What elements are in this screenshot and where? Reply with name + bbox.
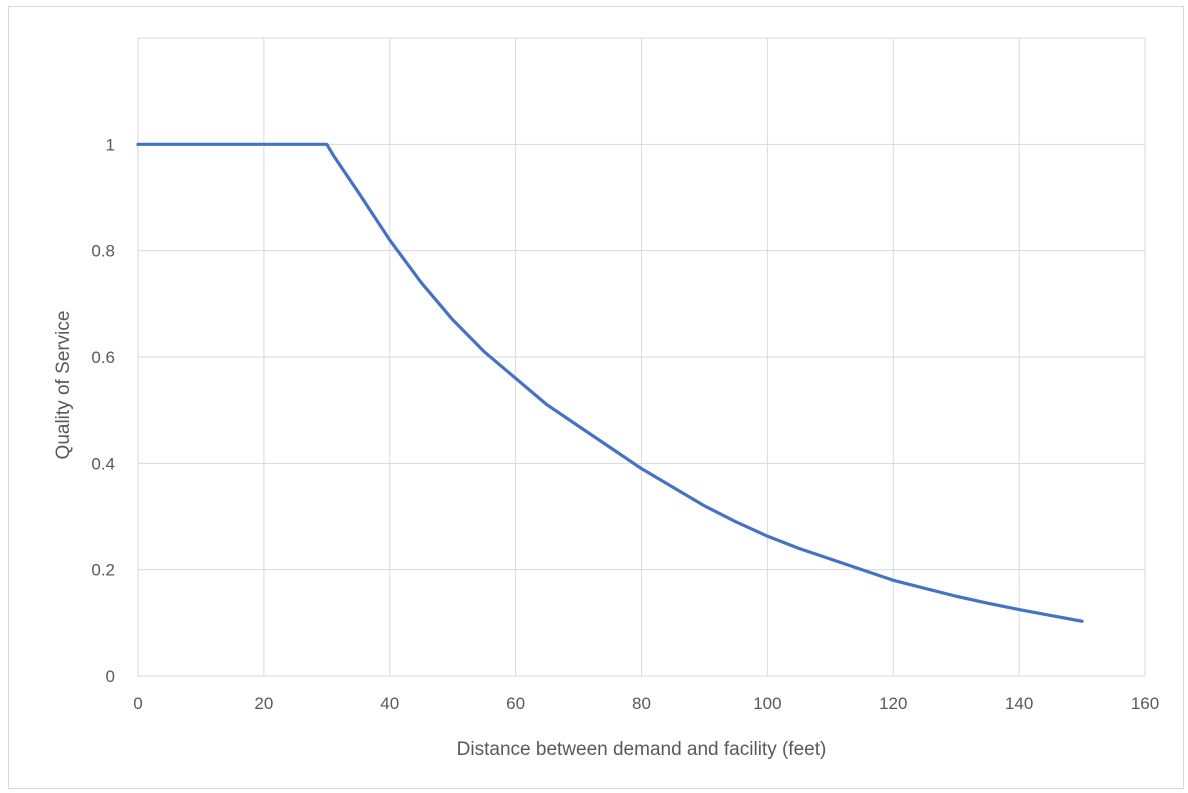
y-tick-label: 0	[106, 667, 115, 686]
horizontal-gridlines	[138, 37, 1145, 677]
x-tick-label: 140	[1005, 694, 1033, 713]
x-axis-title: Distance between demand and facility (fe…	[457, 739, 827, 760]
x-tick-label: 160	[1131, 694, 1159, 713]
x-tick-label: 0	[133, 694, 142, 713]
x-tick-label: 80	[632, 694, 651, 713]
y-tick-labels: 0 0.2 0.4 0.6 0.8 1	[91, 135, 115, 686]
y-axis-title: Quality of Service	[53, 311, 74, 460]
y-tick-label: 0.4	[91, 454, 115, 473]
chart-frame: 0 20 40 60 80 100 120 140 160 0 0.2 0.4 0.6 0.8 1 Dis…	[8, 6, 1184, 789]
series-layer	[136, 142, 1084, 623]
x-tick-label: 20	[254, 694, 273, 713]
series-line	[136, 142, 1084, 623]
line-chart: 0 20 40 60 80 100 120 140 160 0 0.2 0.4 0.6 0.8 1 Dis…	[53, 37, 1159, 760]
x-tick-label: 100	[753, 694, 781, 713]
y-tick-label: 0.6	[91, 348, 115, 367]
x-tick-labels: 0 20 40 60 80 100 120 140 160	[133, 694, 1159, 713]
y-tick-label: 1	[106, 135, 115, 154]
x-tick-label: 40	[380, 694, 399, 713]
y-tick-label: 0.2	[91, 561, 115, 580]
y-tick-label: 0.8	[91, 242, 115, 261]
x-tick-label: 60	[506, 694, 525, 713]
x-tick-label: 120	[879, 694, 907, 713]
